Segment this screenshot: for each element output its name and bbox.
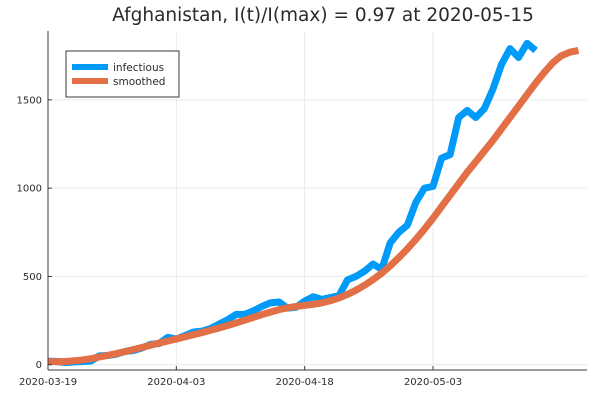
chart-title: Afghanistan, I(t)/I(max) = 0.97 at 2020-…: [112, 5, 534, 26]
y-tick-label: 1000: [17, 184, 42, 195]
series-layer: [47, 39, 580, 367]
legend-label-infectious: infectious: [113, 62, 164, 74]
y-tick-label: 0: [36, 360, 42, 371]
x-tick-label: 2020-04-18: [276, 377, 334, 388]
legend: infectious smoothed: [65, 50, 180, 98]
y-tick-label: 1500: [17, 95, 42, 106]
series-line-smoothed: [47, 46, 580, 366]
axes: [47, 31, 587, 371]
y-tick-label: 500: [23, 272, 42, 283]
tick-labels: 2020-03-19 2020-04-03 2020-04-18 2020-05-03…: [17, 95, 463, 388]
x-tick-label: 2020-05-03: [404, 377, 462, 388]
legend-label-smoothed: smoothed: [113, 76, 165, 88]
legend-box: [65, 50, 180, 98]
x-tick-label: 2020-03-19: [19, 377, 77, 388]
x-tick-label: 2020-04-03: [147, 377, 205, 388]
